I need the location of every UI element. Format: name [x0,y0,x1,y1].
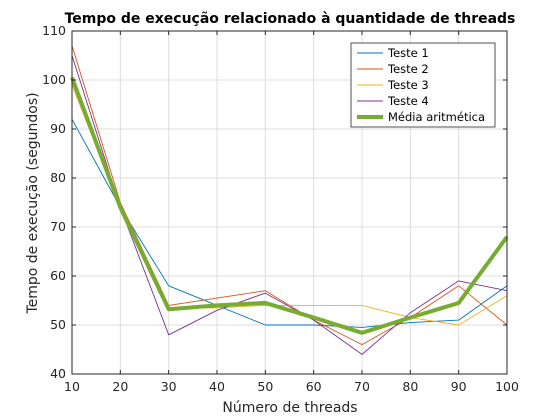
axes-box [71,30,508,375]
y-tick-label: 110 [42,23,66,38]
series-line-5 [70,76,509,335]
series-line-4 [71,55,508,355]
legend-label: Teste 4 [387,94,429,108]
legend-label: Teste 3 [387,78,429,92]
x-tick-label: 60 [306,379,322,394]
y-tick-label: 100 [42,72,66,87]
y-tick-label: 50 [50,317,66,332]
chart-title: Tempo de execução relacionado à quantida… [65,11,516,27]
x-tick-label: 50 [257,379,273,394]
x-tick-label: 40 [209,379,225,394]
y-tick-label: 60 [50,268,66,283]
legend: Teste 1 Teste 2 Teste 3 Teste 4 Média aritmé… [350,42,496,128]
x-tick-label: 80 [402,379,418,394]
x-tick-label: 30 [161,379,177,394]
y-tick-label: 80 [50,170,66,185]
x-tick-label: 90 [451,379,467,394]
legend-label: Teste 1 [387,46,429,60]
y-axis-label: Tempo de execução (segundos) [25,92,41,314]
legend-label: Média aritmética [388,110,485,124]
y-tick-label: 70 [50,219,66,234]
x-tick-label: 10 [64,379,80,394]
y-tick-label: 40 [50,366,66,381]
x-axis-label: Número de threads [222,400,357,416]
y-tick-label: 90 [50,121,66,136]
x-tick-label: 20 [112,379,128,394]
x-tick-label: 70 [354,379,370,394]
legend-label: Teste 2 [387,62,429,76]
x-tick-label: 100 [495,379,519,394]
